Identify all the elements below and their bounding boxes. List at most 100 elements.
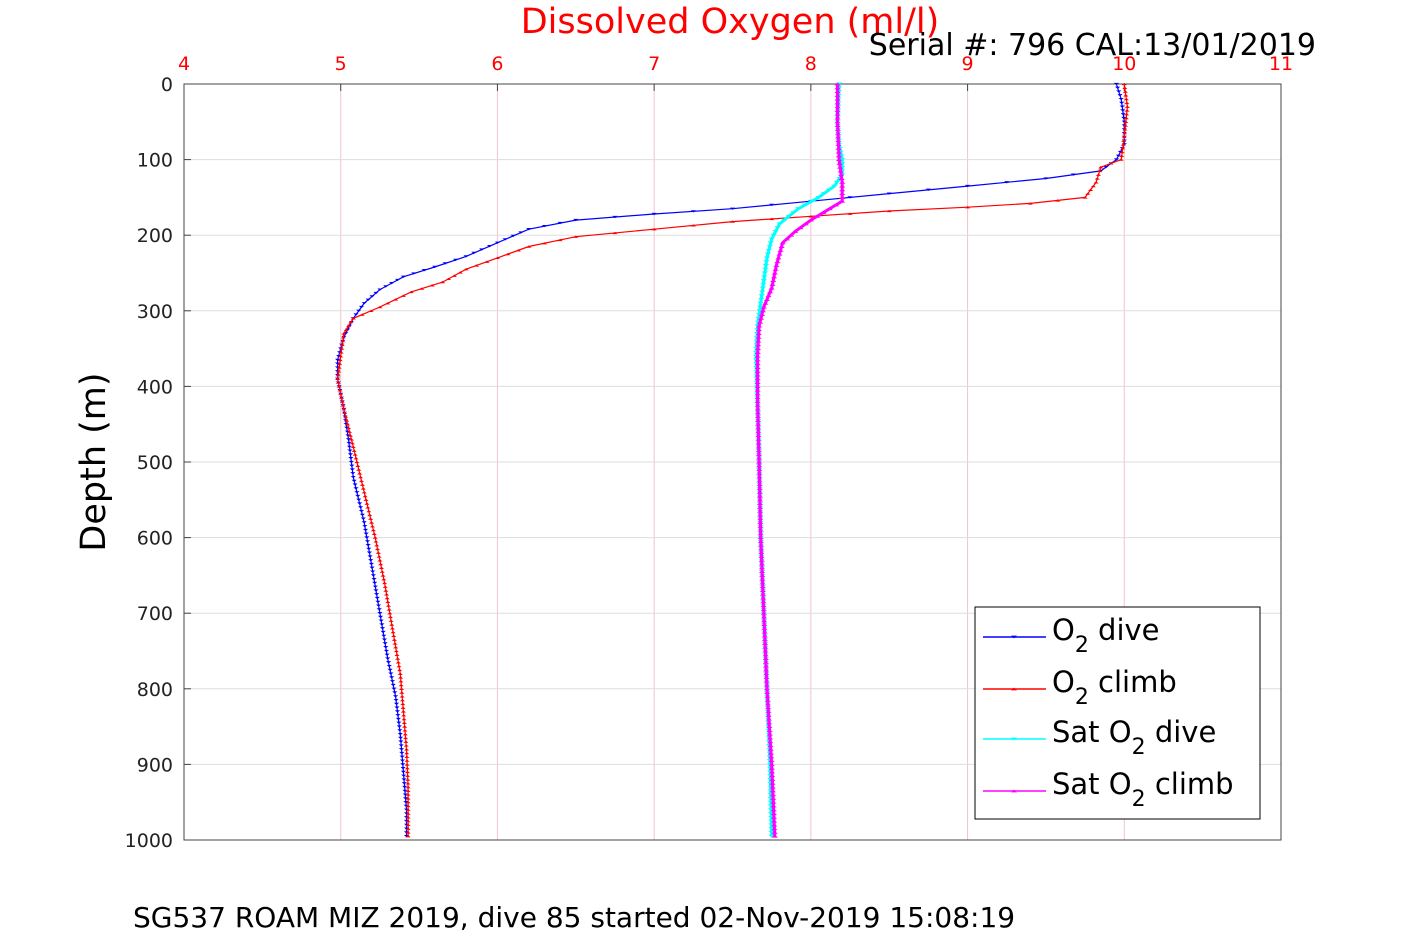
data-point	[612, 231, 618, 235]
data-point	[839, 184, 846, 188]
data-point	[762, 649, 769, 653]
data-point	[526, 227, 532, 231]
data-point	[836, 165, 844, 169]
data-point	[344, 430, 350, 433]
data-point	[836, 161, 843, 165]
data-point	[386, 664, 392, 668]
legend-text-subscript: 2	[1075, 633, 1089, 658]
series-o2-climb	[334, 82, 1131, 838]
data-point	[757, 536, 764, 540]
data-point	[1093, 181, 1099, 184]
data-point	[833, 180, 841, 184]
data-point	[347, 434, 354, 437]
data-point	[1094, 177, 1100, 180]
data-point	[392, 298, 399, 301]
data-point	[835, 139, 842, 143]
data-point	[770, 233, 777, 237]
data-point	[1121, 116, 1127, 120]
data-point	[347, 449, 353, 452]
data-point	[398, 740, 404, 743]
y-axis-label: Depth (m)	[74, 372, 114, 551]
data-point	[364, 536, 370, 539]
data-point	[756, 483, 763, 487]
data-point	[756, 305, 764, 309]
data-point	[366, 551, 373, 554]
data-point	[690, 224, 696, 227]
data-point	[357, 475, 364, 479]
data-point	[754, 381, 761, 385]
x-tick-label: 5	[335, 53, 347, 75]
data-point	[886, 192, 892, 195]
data-point	[769, 203, 775, 207]
data-point	[768, 759, 775, 763]
data-point	[768, 237, 775, 241]
data-point	[336, 370, 342, 373]
data-point	[396, 725, 402, 728]
data-point	[765, 710, 772, 713]
data-point	[766, 245, 773, 248]
y-tick-label: 700	[137, 603, 173, 625]
y-tick-label: 600	[137, 528, 173, 550]
data-point	[762, 301, 769, 305]
data-point	[760, 282, 767, 286]
data-point	[760, 279, 768, 282]
data-point	[756, 498, 764, 502]
data-point	[394, 653, 400, 656]
data-point	[766, 290, 774, 294]
data-point	[757, 517, 764, 521]
data-point	[382, 585, 388, 588]
data-point	[359, 313, 365, 316]
data-point	[1098, 165, 1104, 169]
data-point	[334, 377, 341, 381]
data-point	[390, 630, 396, 634]
data-point	[778, 245, 785, 248]
data-point	[394, 706, 400, 709]
data-point	[384, 653, 390, 656]
data-point	[348, 320, 354, 324]
y-tick-label: 900	[137, 754, 173, 776]
data-point	[368, 521, 375, 524]
data-point	[351, 479, 357, 483]
data-point	[375, 551, 381, 554]
data-point	[386, 608, 392, 611]
data-point	[367, 513, 373, 517]
data-point	[1122, 86, 1128, 89]
data-point	[401, 714, 407, 717]
data-point	[361, 491, 367, 494]
data-point	[756, 505, 764, 509]
data-point	[761, 275, 768, 279]
data-point	[383, 646, 389, 649]
data-point	[372, 536, 378, 539]
data-point	[399, 759, 406, 762]
data-point	[759, 585, 766, 589]
data-point	[366, 547, 372, 551]
data-point	[757, 539, 765, 543]
legend-text-subscript: 2	[1075, 685, 1089, 710]
data-point	[394, 710, 401, 713]
data-point	[755, 445, 762, 449]
data-point	[769, 785, 776, 789]
data-point	[754, 400, 761, 403]
data-point	[759, 592, 767, 596]
data-point	[759, 581, 766, 585]
data-point	[404, 770, 411, 774]
data-point	[374, 596, 380, 600]
data-point	[758, 555, 765, 558]
data-point	[395, 661, 401, 664]
data-point	[755, 328, 763, 332]
data-point	[760, 600, 767, 604]
data-point	[757, 521, 764, 524]
data-point	[762, 660, 770, 664]
data-point	[385, 302, 391, 305]
legend-swatch-marker	[1011, 635, 1017, 639]
data-point	[1122, 124, 1129, 127]
data-point	[398, 680, 404, 683]
data-point	[368, 517, 374, 520]
data-point	[834, 131, 842, 135]
data-point	[815, 195, 822, 199]
data-point	[764, 706, 772, 710]
data-point	[377, 288, 383, 291]
legend-text-rest: climb	[1089, 665, 1177, 699]
data-point	[371, 532, 377, 535]
